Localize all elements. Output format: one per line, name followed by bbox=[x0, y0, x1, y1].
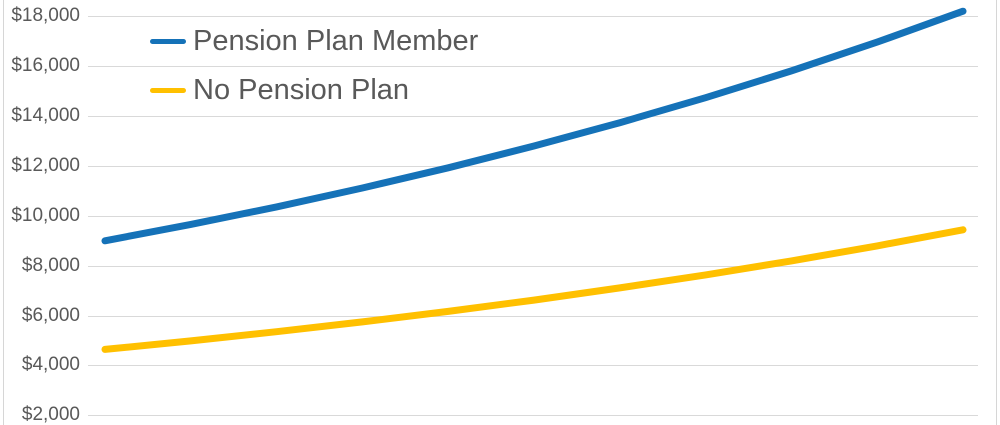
legend-label: No Pension Plan bbox=[193, 74, 410, 106]
legend-dash-blue bbox=[150, 39, 186, 44]
y-tick-8000: $8,000 bbox=[0, 256, 1000, 276]
y-tick-16000: $16,000 bbox=[0, 56, 1000, 76]
y-tick-label: $10,000 bbox=[11, 205, 80, 226]
gridline bbox=[88, 66, 978, 67]
y-tick-18000: $18,000 bbox=[0, 6, 1000, 26]
legend-item-no-pension-plan: No Pension Plan bbox=[150, 66, 478, 115]
y-tick-10000: $10,000 bbox=[0, 206, 1000, 226]
y-tick-label: $2,000 bbox=[21, 404, 80, 425]
legend-item-pension-plan-member: Pension Plan Member bbox=[150, 17, 478, 66]
gridline bbox=[88, 166, 978, 167]
legend-label: Pension Plan Member bbox=[193, 25, 479, 57]
y-tick-2000: $2,000 bbox=[0, 405, 1000, 425]
y-tick-label: $12,000 bbox=[11, 155, 80, 176]
gridline bbox=[88, 216, 978, 217]
y-tick-label: $8,000 bbox=[21, 255, 80, 276]
y-tick-label: $6,000 bbox=[21, 305, 80, 326]
y-tick-6000: $6,000 bbox=[0, 306, 1000, 326]
y-tick-14000: $14,000 bbox=[0, 106, 1000, 126]
gridline bbox=[88, 266, 978, 267]
gridline bbox=[88, 116, 978, 117]
y-tick-12000: $12,000 bbox=[0, 156, 1000, 176]
legend: Pension Plan Member No Pension Plan bbox=[150, 17, 478, 115]
chart-left-border bbox=[3, 0, 4, 425]
y-tick-4000: $4,000 bbox=[0, 355, 1000, 375]
legend-dash-yellow bbox=[150, 88, 186, 93]
y-tick-label: $14,000 bbox=[11, 105, 80, 126]
no-pension-plan-line bbox=[101, 226, 967, 353]
pension-plan-member-line bbox=[101, 7, 967, 245]
y-tick-label: $18,000 bbox=[11, 5, 80, 26]
y-tick-label: $4,000 bbox=[21, 354, 80, 375]
y-tick-label: $16,000 bbox=[11, 55, 80, 76]
gridline bbox=[88, 16, 978, 17]
gridline bbox=[88, 415, 978, 416]
chart-right-border bbox=[996, 0, 997, 425]
gridline bbox=[88, 316, 978, 317]
gridline bbox=[88, 365, 978, 366]
